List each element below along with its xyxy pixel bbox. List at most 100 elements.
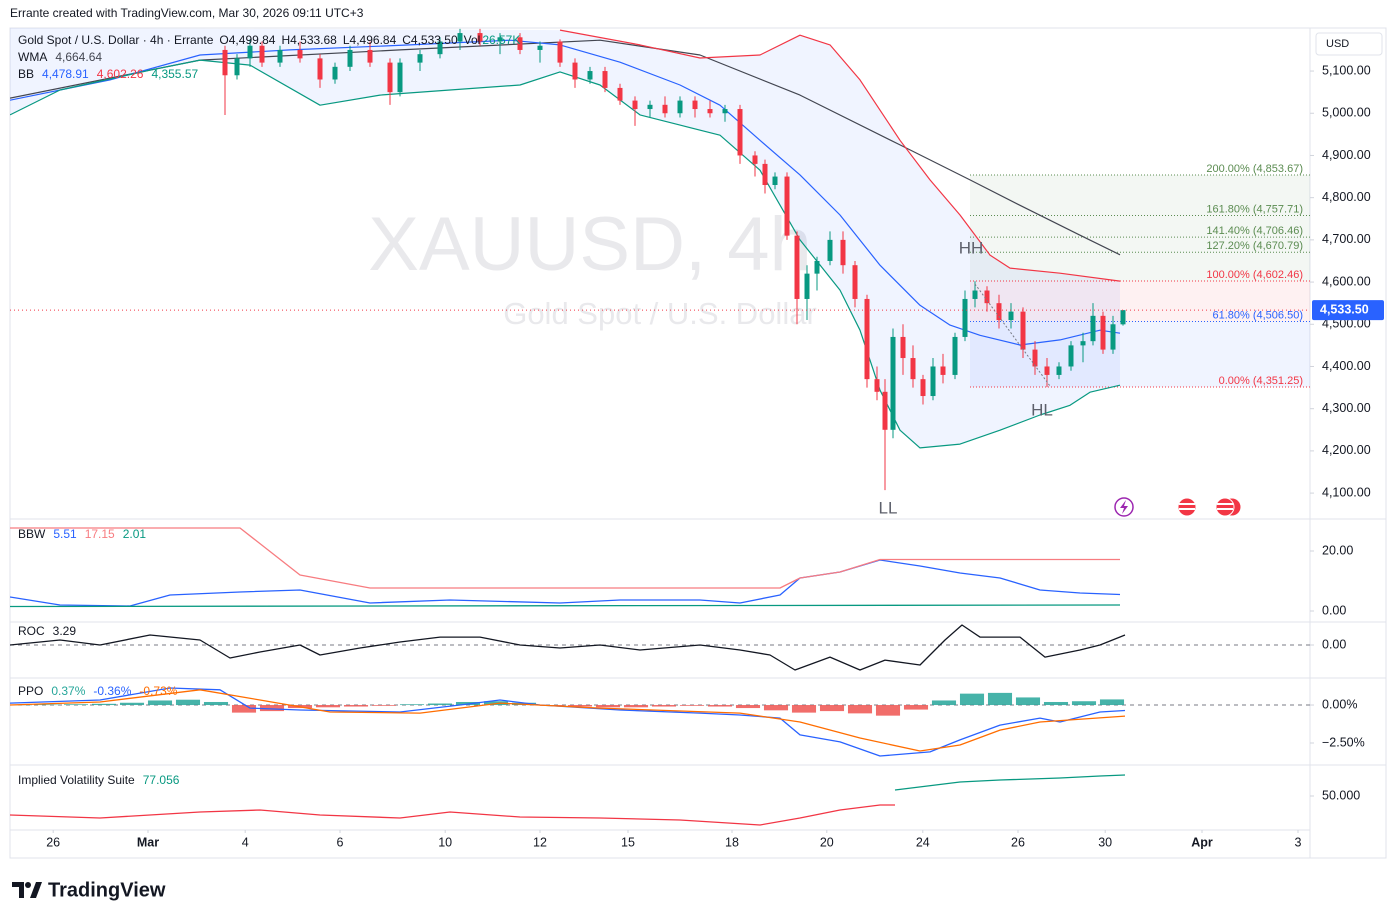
watermark-symbol: XAUUSD, 4h (368, 202, 812, 287)
line (10, 689, 1126, 752)
fib-label: 161.80% (4,757.71) (1206, 203, 1303, 215)
y-tick-label: −2.50% (1322, 735, 1365, 749)
candle-body (317, 58, 323, 80)
candle-body (804, 273, 810, 299)
candle-body (367, 49, 373, 63)
x-tick-label: 30 (1098, 835, 1112, 849)
candle-body (840, 239, 846, 266)
event-icon-glyph (1120, 500, 1128, 514)
event-flag[interactable] (1215, 497, 1235, 517)
histogram-bar (91, 703, 117, 706)
candle-body (874, 379, 880, 392)
fib-label: 100.00% (4,602.46) (1206, 269, 1303, 281)
candle-body (277, 49, 283, 63)
candle-body (457, 33, 463, 42)
x-tick-label: 12 (533, 835, 547, 849)
brand: TradingView (12, 879, 166, 901)
legend-value: 0.37% (51, 684, 85, 698)
candle-body (332, 66, 338, 80)
candle-body (477, 33, 483, 42)
histogram-bar (987, 692, 1013, 706)
band-fill (10, 28, 1120, 448)
line (10, 624, 1126, 671)
fib-label: 200.00% (4,853.67) (1206, 163, 1303, 175)
candle-body (1100, 315, 1106, 350)
candle-body (737, 109, 743, 156)
x-tick-label: 10 (438, 835, 452, 849)
legend-ohlc: L4,496.84 (343, 33, 397, 47)
histogram-bar (931, 700, 957, 706)
histogram-bar (175, 699, 201, 706)
plot-layer (10, 28, 1310, 826)
y-tick-label: 4,600.00 (1322, 274, 1371, 288)
fib-band (970, 215, 1310, 238)
credit: Errante created with TradingView.com, Ma… (10, 6, 364, 20)
pane (10, 687, 1310, 757)
y-tick-label: 4,100.00 (1322, 485, 1371, 499)
candle-body (996, 303, 1002, 321)
histogram-bar (847, 705, 873, 714)
histogram-bar (567, 705, 593, 707)
candle-body (397, 62, 403, 93)
event-flag[interactable] (1177, 497, 1197, 517)
candle-body (537, 45, 543, 50)
candle-body (417, 54, 423, 63)
x-tick-label: 3 (1295, 835, 1302, 849)
trend-line (974, 283, 1051, 387)
legend-name: PPO (18, 684, 43, 698)
pane (10, 624, 1310, 671)
candle-body (1068, 345, 1074, 367)
y-tick-label: 4,700.00 (1322, 232, 1371, 246)
candle-body (259, 45, 265, 63)
histogram-bar (1099, 699, 1125, 706)
y-tick-label: 4,300.00 (1322, 401, 1371, 415)
histogram-bar (1043, 701, 1069, 706)
histogram-bar (791, 705, 817, 713)
histogram-bar (315, 705, 341, 708)
candle-body (972, 290, 978, 299)
candle-body (692, 100, 698, 110)
event-icons[interactable] (1114, 497, 1242, 517)
candle-body (1090, 315, 1096, 342)
line (10, 804, 895, 826)
y-tick-label: 50.000 (1322, 788, 1360, 802)
histogram-bar (343, 705, 369, 707)
y-tick-label: 5,100.00 (1322, 63, 1371, 77)
x-tick-label: 20 (820, 835, 834, 849)
candle-body (557, 41, 563, 63)
candle-body (882, 391, 888, 430)
candle-body (602, 71, 608, 88)
fib-band (970, 321, 1310, 388)
annotations: HH HL LL (879, 238, 1053, 517)
currency-box[interactable] (1315, 32, 1383, 56)
histogram-bar (63, 704, 89, 706)
candle-body (962, 298, 968, 337)
candle-body (662, 104, 668, 114)
legend-value: 17.15 (85, 527, 115, 541)
legend-name: BB (18, 67, 34, 81)
candle-body (1110, 324, 1116, 350)
candle-body (437, 41, 443, 55)
candle-body (910, 358, 916, 380)
candle-body (572, 62, 578, 80)
line (10, 59, 1121, 449)
x-tick-label: 4 (242, 835, 249, 849)
candle-body (677, 100, 683, 114)
legend-name: Implied Volatility Suite (18, 773, 135, 787)
pane (10, 527, 1121, 608)
annotation: HH (959, 238, 984, 257)
brand-logo (12, 882, 24, 898)
histogram-bar (371, 705, 397, 706)
candle-body (864, 298, 870, 380)
candle-body (890, 336, 896, 430)
watermark-description: Gold Spot / U.S. Dollar (503, 296, 817, 331)
legend-ohlc: O4,499.84 (219, 33, 275, 47)
histogram-bar (1015, 697, 1041, 706)
candle-body (784, 176, 790, 236)
histogram-bar (679, 705, 705, 706)
histogram-bar (903, 705, 929, 710)
histogram-bar (959, 693, 985, 706)
